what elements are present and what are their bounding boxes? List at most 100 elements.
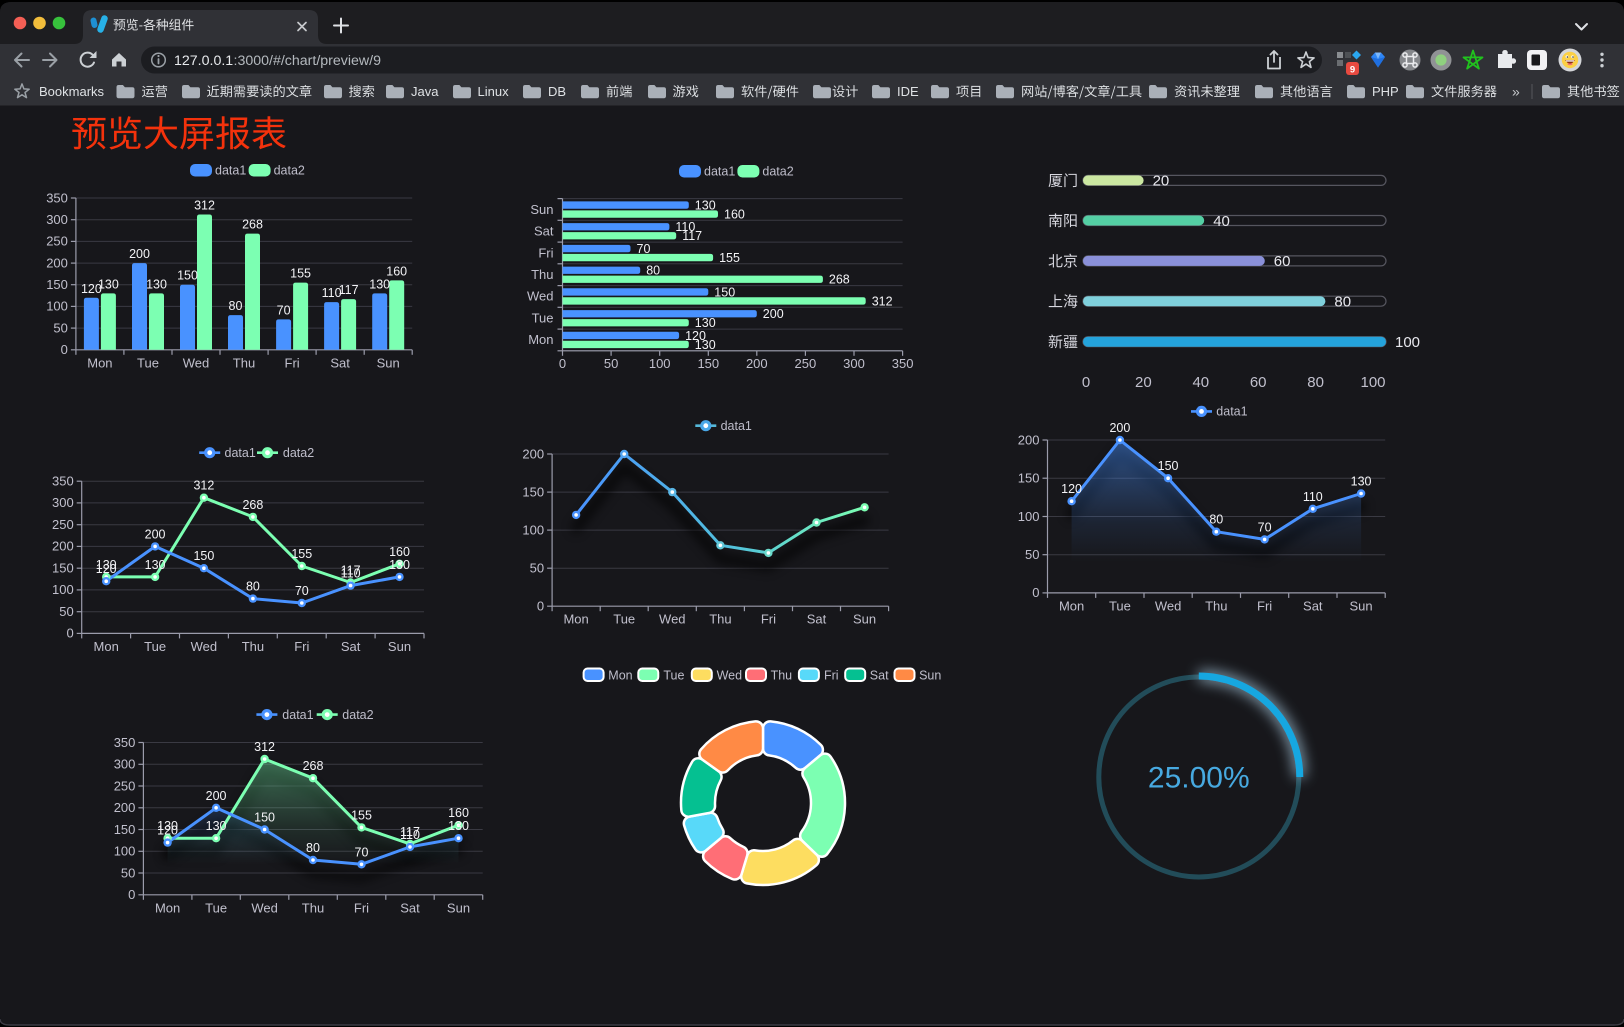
svg-text:150: 150 [177,269,198,283]
svg-text:150: 150 [114,822,136,837]
svg-text:Mon: Mon [528,332,553,347]
svg-text:155: 155 [351,808,372,822]
svg-text:250: 250 [114,778,136,793]
svg-text:150: 150 [254,811,275,825]
svg-text:Mon: Mon [563,612,588,627]
svg-text:80: 80 [646,264,660,278]
svg-text:Wed: Wed [1155,598,1182,613]
svg-text:70: 70 [295,584,309,598]
svg-text:Sat: Sat [400,900,420,915]
svg-text:data2: data2 [762,164,793,178]
svg-text:40: 40 [1192,374,1209,391]
svg-text:Wed: Wed [183,355,210,370]
svg-text:130: 130 [157,819,178,833]
svg-text:0: 0 [1082,374,1090,391]
svg-text:150: 150 [193,549,214,563]
svg-text:100: 100 [52,582,74,597]
svg-text:Thu: Thu [771,668,793,682]
svg-text:350: 350 [892,356,914,371]
svg-text:312: 312 [872,294,893,308]
svg-text:0: 0 [61,342,68,357]
svg-text:Sun: Sun [388,639,411,654]
svg-text:Tue: Tue [663,668,684,682]
svg-text:Fri: Fri [294,639,309,654]
svg-text:data1: data1 [1216,405,1247,419]
svg-text:data2: data2 [283,446,314,460]
svg-text:IDE: IDE [897,84,919,99]
svg-text:160: 160 [389,545,410,559]
svg-text:117: 117 [400,825,420,839]
svg-text:Wed: Wed [717,668,743,682]
svg-text:Tue: Tue [205,900,227,915]
svg-text:70: 70 [277,303,291,317]
svg-text:data2: data2 [274,163,305,177]
svg-text:130: 130 [96,558,117,572]
svg-text:data1: data1 [721,419,752,433]
svg-text:Wed: Wed [191,639,218,654]
svg-text:268: 268 [829,273,850,287]
svg-text:110: 110 [400,828,420,842]
svg-text:80: 80 [1209,513,1223,527]
svg-text:160: 160 [724,207,745,221]
svg-text:117: 117 [682,229,702,243]
svg-text:350: 350 [52,474,74,489]
svg-text:Mon: Mon [608,668,632,682]
svg-text:120: 120 [81,282,102,296]
svg-text:Thu: Thu [709,612,731,627]
svg-text:155: 155 [719,251,740,265]
svg-text:117: 117 [339,283,359,297]
svg-text:Tue: Tue [144,639,166,654]
svg-text:Tue: Tue [137,355,159,370]
svg-text:data1: data1 [704,164,735,178]
svg-text:120: 120 [157,824,178,838]
svg-text:117: 117 [341,564,361,578]
svg-text:data1: data1 [215,163,246,177]
svg-text:Linux: Linux [478,84,510,99]
svg-text:200: 200 [1018,432,1040,447]
svg-text:80: 80 [1307,374,1324,391]
svg-text:100: 100 [1360,374,1385,391]
svg-text:Mon: Mon [94,639,119,654]
svg-text:Mon: Mon [155,900,180,915]
svg-text:150: 150 [46,277,68,292]
svg-text:Thu: Thu [233,355,255,370]
svg-text:155: 155 [291,547,312,561]
svg-text:Fri: Fri [285,355,300,370]
svg-text:20: 20 [1135,374,1152,391]
svg-text:70: 70 [355,845,369,859]
svg-text:100: 100 [46,299,68,314]
svg-text:Wed: Wed [527,289,554,304]
svg-text:Bookmarks: Bookmarks [39,84,105,99]
svg-text:80: 80 [246,580,260,594]
svg-text:50: 50 [1025,547,1039,562]
svg-text:110: 110 [675,220,695,234]
svg-text:200: 200 [52,539,74,554]
svg-text::3000/#/chart/preview/9: :3000/#/chart/preview/9 [234,53,382,69]
svg-text:130: 130 [145,558,166,572]
svg-text:0: 0 [66,626,73,641]
svg-text:Sun: Sun [919,668,941,682]
svg-text:50: 50 [530,561,544,576]
svg-text:Sat: Sat [1303,598,1323,613]
svg-text:Fri: Fri [824,668,839,682]
svg-text:Sat: Sat [870,668,889,682]
svg-text:25.00%: 25.00% [1148,762,1250,795]
svg-text:200: 200 [522,446,544,461]
svg-text:300: 300 [114,757,136,772]
svg-text:130: 130 [695,198,716,212]
svg-text:200: 200 [114,800,136,815]
svg-text:Sun: Sun [853,612,876,627]
svg-text:Mon: Mon [1059,598,1084,613]
svg-text:150: 150 [522,484,544,499]
svg-text:250: 250 [795,356,817,371]
svg-text:DB: DB [548,84,566,99]
svg-text:312: 312 [193,479,214,493]
svg-text:50: 50 [53,320,67,335]
svg-text:50: 50 [59,604,73,619]
svg-text:60: 60 [1250,374,1267,391]
svg-text:50: 50 [604,356,618,371]
svg-text:Sun: Sun [530,202,553,217]
svg-text:100: 100 [114,844,136,859]
svg-text:data1: data1 [282,708,313,722]
svg-text:80: 80 [229,299,243,313]
